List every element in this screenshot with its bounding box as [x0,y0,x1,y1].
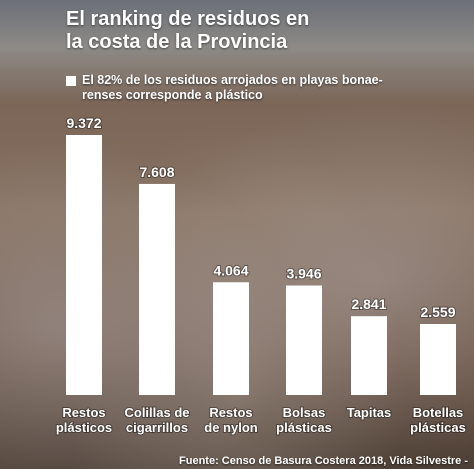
bar-3 [213,282,249,395]
category-label-6: Botellas plásticas [410,405,466,435]
subtitle-bullet [66,76,76,86]
value-label-1: 9.372 [66,115,101,131]
value-label-4: 3.946 [286,266,321,282]
source-note: Fuente: Censo de Basura Costera 2018, Vi… [179,455,468,467]
value-label-3: 4.064 [213,262,248,278]
category-label-5: Tapitas [347,405,392,420]
value-label-6: 2.559 [420,304,455,320]
bar-4 [286,285,322,395]
category-label-3: Restos de nylon [204,405,258,435]
category-label-1: Restos plásticos [56,405,112,435]
chart-title: El ranking de residuos en la costa de la… [66,8,310,53]
bar-1 [66,135,102,395]
chart-subtitle: El 82% de los residuos arrojados en play… [82,73,383,102]
category-label-4: Bolsas plásticas [276,405,332,435]
bar-2 [139,183,175,395]
value-label-2: 7.608 [139,164,174,180]
bar-6 [420,324,456,395]
value-label-5: 2.841 [351,296,386,312]
category-label-2: Colillas de cigarrillos [124,405,189,435]
bar-5 [351,316,387,395]
